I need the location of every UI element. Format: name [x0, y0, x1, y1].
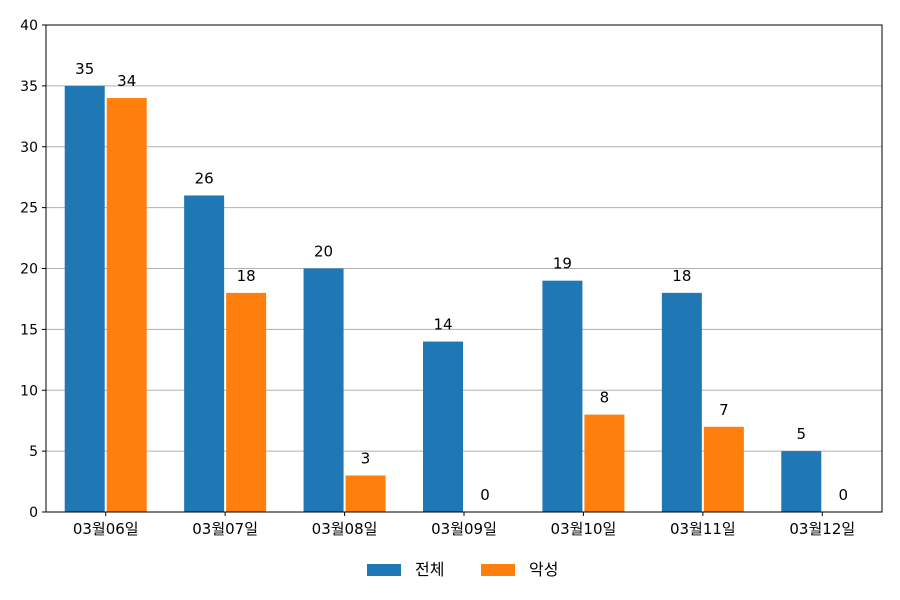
data-label: 3	[361, 449, 371, 467]
y-tick-label: 0	[29, 505, 38, 521]
y-tick-label: 40	[20, 18, 38, 34]
bar-total	[781, 451, 822, 512]
bar-malicious	[106, 98, 147, 513]
y-tick-label: 10	[20, 383, 38, 399]
x-tick-label: 03월06일	[73, 520, 139, 538]
bar-total	[184, 195, 225, 512]
legend-label: 전체	[415, 560, 444, 579]
data-label: 18	[237, 267, 256, 285]
x-tick-label: 03월12일	[789, 520, 855, 538]
y-tick-label: 35	[20, 79, 38, 95]
bar-total	[303, 268, 344, 512]
bar-total	[661, 292, 702, 512]
legend-label: 악성	[529, 560, 558, 579]
data-label: 18	[672, 267, 691, 285]
legend-swatch	[367, 564, 401, 576]
data-label: 14	[433, 316, 452, 334]
y-tick-label: 30	[20, 140, 38, 156]
grid-lines	[46, 85, 882, 452]
data-label: 7	[719, 401, 729, 419]
bar-malicious	[703, 426, 744, 512]
legend: 전체 악성	[367, 560, 558, 579]
bars	[64, 85, 822, 513]
x-axis: 03월06일 03월07일 03월08일 03월09일 03월10일 03월11일 03월1…	[73, 512, 855, 538]
legend-swatch	[481, 564, 515, 576]
y-tick-label: 15	[20, 322, 38, 338]
data-label: 34	[117, 72, 136, 90]
x-tick-label: 03월11일	[670, 520, 736, 538]
data-label: 8	[600, 389, 610, 407]
bar-total	[542, 280, 583, 512]
data-label: 20	[314, 243, 333, 261]
data-labels: 35 34 26 18 20 3 14 0 19 8 18 7 5 0	[75, 60, 848, 504]
x-tick-label: 03월10일	[551, 520, 617, 538]
bar-malicious	[226, 292, 267, 512]
x-tick-label: 03월09일	[431, 520, 497, 538]
bar-malicious	[584, 414, 625, 512]
bar-total	[423, 341, 463, 512]
bar-total	[64, 85, 105, 512]
data-label: 0	[839, 486, 849, 504]
y-tick-label: 25	[20, 201, 38, 217]
x-tick-label: 03월08일	[312, 520, 378, 538]
data-label: 19	[553, 255, 572, 273]
data-label: 0	[480, 486, 490, 504]
y-tick-label: 5	[29, 444, 38, 460]
y-axis: 0 5 10 15 20 25 30 35 40	[20, 18, 46, 521]
y-tick-label: 20	[20, 262, 38, 278]
data-label: 26	[195, 169, 214, 187]
x-tick-label: 03월07일	[192, 520, 258, 538]
bar-malicious	[345, 475, 386, 512]
data-label: 5	[797, 425, 807, 443]
data-label: 35	[75, 60, 94, 78]
